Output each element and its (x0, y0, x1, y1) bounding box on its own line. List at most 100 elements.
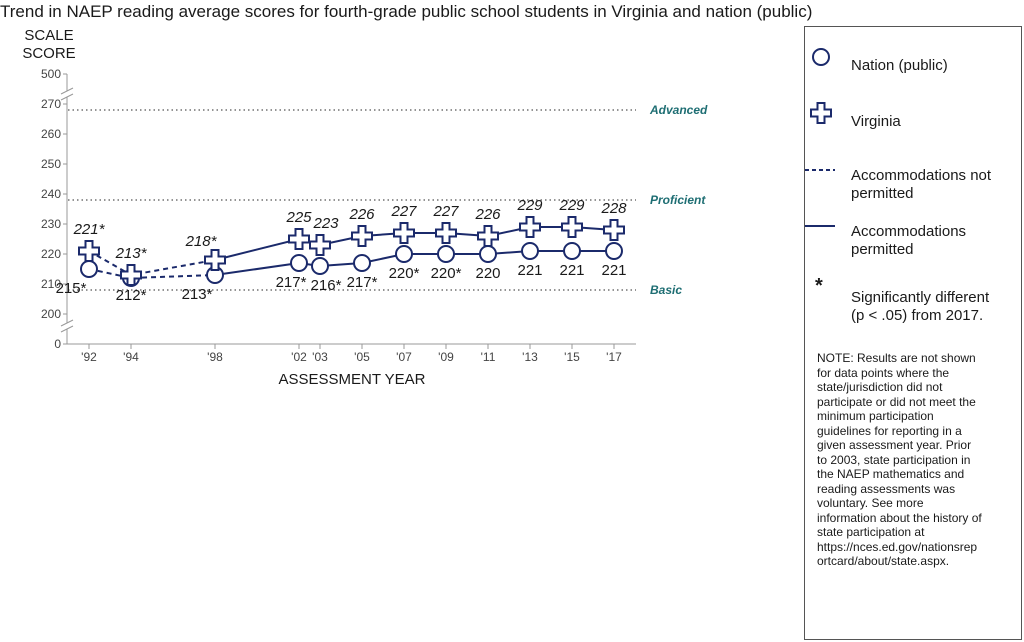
y-axis-label-line-1: SCALE (24, 27, 73, 44)
nation-value-label: 215* (56, 280, 87, 297)
virginia-value-label: 221* (73, 221, 106, 238)
y-tick-label: 250 (41, 157, 61, 171)
nation-value-label: 221 (559, 262, 584, 279)
nation-point (353, 254, 371, 272)
x-tick-label: '02 (291, 350, 307, 364)
line-chart: SCALE SCORE 200 210 220 230 240 250 260 270 500 0… (22, 27, 708, 388)
series-line-dashed-0 (88, 268, 216, 280)
y-tick-label: 270 (41, 97, 61, 111)
virginia-value-label: 225 (285, 209, 312, 226)
virginia-point (435, 222, 457, 244)
nation-value-label: 213* (182, 286, 213, 303)
virginia-point (477, 225, 499, 247)
virginia-point (78, 240, 100, 262)
nation-value-label: 221 (601, 262, 626, 279)
achievement-levels: Advanced Proficient Basic (68, 103, 708, 297)
nation-point (311, 257, 329, 275)
virginia-point (204, 249, 226, 271)
y-tick-label: 500 (41, 67, 61, 81)
nation-value-label: 212* (116, 287, 147, 304)
legend-label-nation: Nation (public) (851, 57, 948, 74)
nation-point (80, 260, 98, 278)
legend-item-permitted: Accommodations permitted (805, 221, 1021, 261)
virginia-point (288, 228, 310, 250)
legend: Nation (public) Virginia Accommodations … (804, 26, 1022, 640)
nation-value-label: 220 (475, 265, 500, 282)
axis-break-lower-1 (60, 319, 74, 327)
axis-break-upper-2 (60, 93, 74, 101)
x-tick-label: '13 (522, 350, 538, 364)
nation-point (563, 242, 581, 260)
x-tick-label: '98 (207, 350, 223, 364)
x-tick-label: '09 (438, 350, 454, 364)
x-tick-label: '92 (81, 350, 97, 364)
virginia-point (393, 222, 415, 244)
virginia-value-label: 226 (474, 206, 501, 223)
nation-point (479, 245, 497, 263)
nation-point (605, 242, 623, 260)
y-tick-label: 200 (41, 307, 61, 321)
x-axis-label: ASSESSMENT YEAR (279, 371, 426, 388)
y-tick-label: 0 (54, 337, 61, 351)
nation-value-label: 216* (311, 277, 342, 294)
legend-item-virginia: Virginia (805, 99, 1021, 130)
nation-point (521, 242, 539, 260)
data-labels: 215* 212* 213*217* 216* 217*220* 220* 220 221 22… (56, 197, 628, 304)
virginia-value-label: 218* (185, 233, 218, 250)
dashed-line-icon (805, 169, 835, 171)
nation-point (290, 254, 308, 272)
asterisk-icon: * (815, 275, 823, 297)
virginia-value-label: 227 (432, 203, 459, 220)
nation-value-label: 221 (517, 262, 542, 279)
cross-marker-icon (810, 102, 832, 124)
x-tick-label: '03 (312, 350, 328, 364)
legend-label-significance: Significantly different (p < .05) from 2… (851, 289, 990, 324)
axes: 200 210 220 230 240 250 260 270 500 0 '92 '94 '98 '02… (41, 67, 636, 364)
y-axis-label-line-2: SCORE (22, 45, 75, 62)
legend-label-virginia: Virginia (851, 113, 901, 130)
y-tick-label: 260 (41, 127, 61, 141)
chart-title: Trend in NAEP reading average scores for… (0, 2, 813, 21)
x-tick-label: '11 (481, 350, 496, 364)
virginia-point (309, 234, 331, 256)
axis-break-lower-2 (60, 325, 74, 333)
nation-value-label: 220* (389, 265, 420, 282)
x-tick-label: '94 (123, 350, 139, 364)
y-tick-label: 240 (41, 187, 61, 201)
legend-note: NOTE: Results are not shown for data poi… (817, 351, 982, 568)
x-tick-label: '15 (564, 350, 580, 364)
nation-value-label: 217* (347, 274, 378, 291)
nation-point (437, 245, 455, 263)
circle-marker-icon (812, 48, 830, 66)
virginia-value-label: 213* (115, 245, 148, 262)
series-line-solid-0 (214, 250, 614, 276)
y-tick-label: 230 (41, 217, 61, 231)
virginia-point (519, 216, 541, 238)
virginia-value-label: 229 (558, 197, 585, 214)
virginia-value-label: 229 (516, 197, 543, 214)
legend-item-nation: Nation (public) (805, 45, 1021, 75)
solid-line-icon (805, 225, 835, 227)
virginia-point (351, 225, 373, 247)
achievement-label-proficient: Proficient (650, 193, 706, 207)
virginia-value-label: 226 (348, 206, 375, 223)
virginia-point (603, 219, 625, 241)
x-tick-label: '05 (354, 350, 370, 364)
series-markers (78, 216, 625, 287)
x-tick-label: '07 (396, 350, 412, 364)
virginia-value-label: 228 (600, 200, 627, 217)
virginia-point (120, 264, 142, 286)
achievement-label-advanced: Advanced (649, 103, 708, 117)
y-tick-label: 210 (41, 277, 61, 291)
achievement-label-basic: Basic (650, 283, 682, 297)
series-line-dashed-1 (88, 250, 216, 277)
nation-point (395, 245, 413, 263)
virginia-value-label: 227 (390, 203, 417, 220)
legend-item-significance: * Significantly different (p < .05) from… (805, 275, 1021, 345)
axis-break-upper-1 (60, 87, 74, 95)
legend-label-not-permitted: Accommodations not permitted (851, 167, 992, 202)
y-tick-label: 220 (41, 247, 61, 261)
nation-value-label: 220* (431, 265, 462, 282)
legend-label-permitted: Accommodations permitted (851, 223, 967, 258)
virginia-value-label: 223 (312, 215, 339, 232)
